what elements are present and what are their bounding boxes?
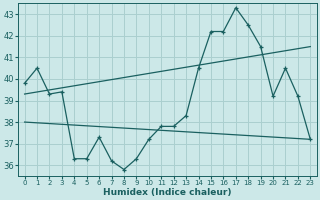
X-axis label: Humidex (Indice chaleur): Humidex (Indice chaleur) xyxy=(103,188,232,197)
